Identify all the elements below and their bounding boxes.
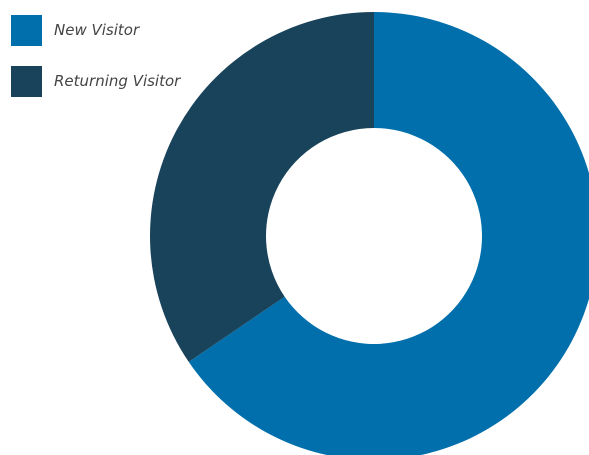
- legend-label-returning-visitor: Returning Visitor: [54, 72, 181, 90]
- donut-slice-returning-visitor[interactable]: [150, 12, 374, 362]
- chart-legend: New Visitor Returning Visitor: [11, 14, 180, 116]
- legend-swatch-returning-visitor: [11, 65, 42, 97]
- legend-item-new-visitor[interactable]: New Visitor: [11, 14, 180, 46]
- legend-item-returning-visitor[interactable]: Returning Visitor: [11, 65, 180, 97]
- donut-slice-new-visitor[interactable]: [188, 12, 589, 455]
- legend-swatch-new-visitor: [11, 14, 42, 46]
- legend-label-new-visitor: New Visitor: [54, 21, 140, 39]
